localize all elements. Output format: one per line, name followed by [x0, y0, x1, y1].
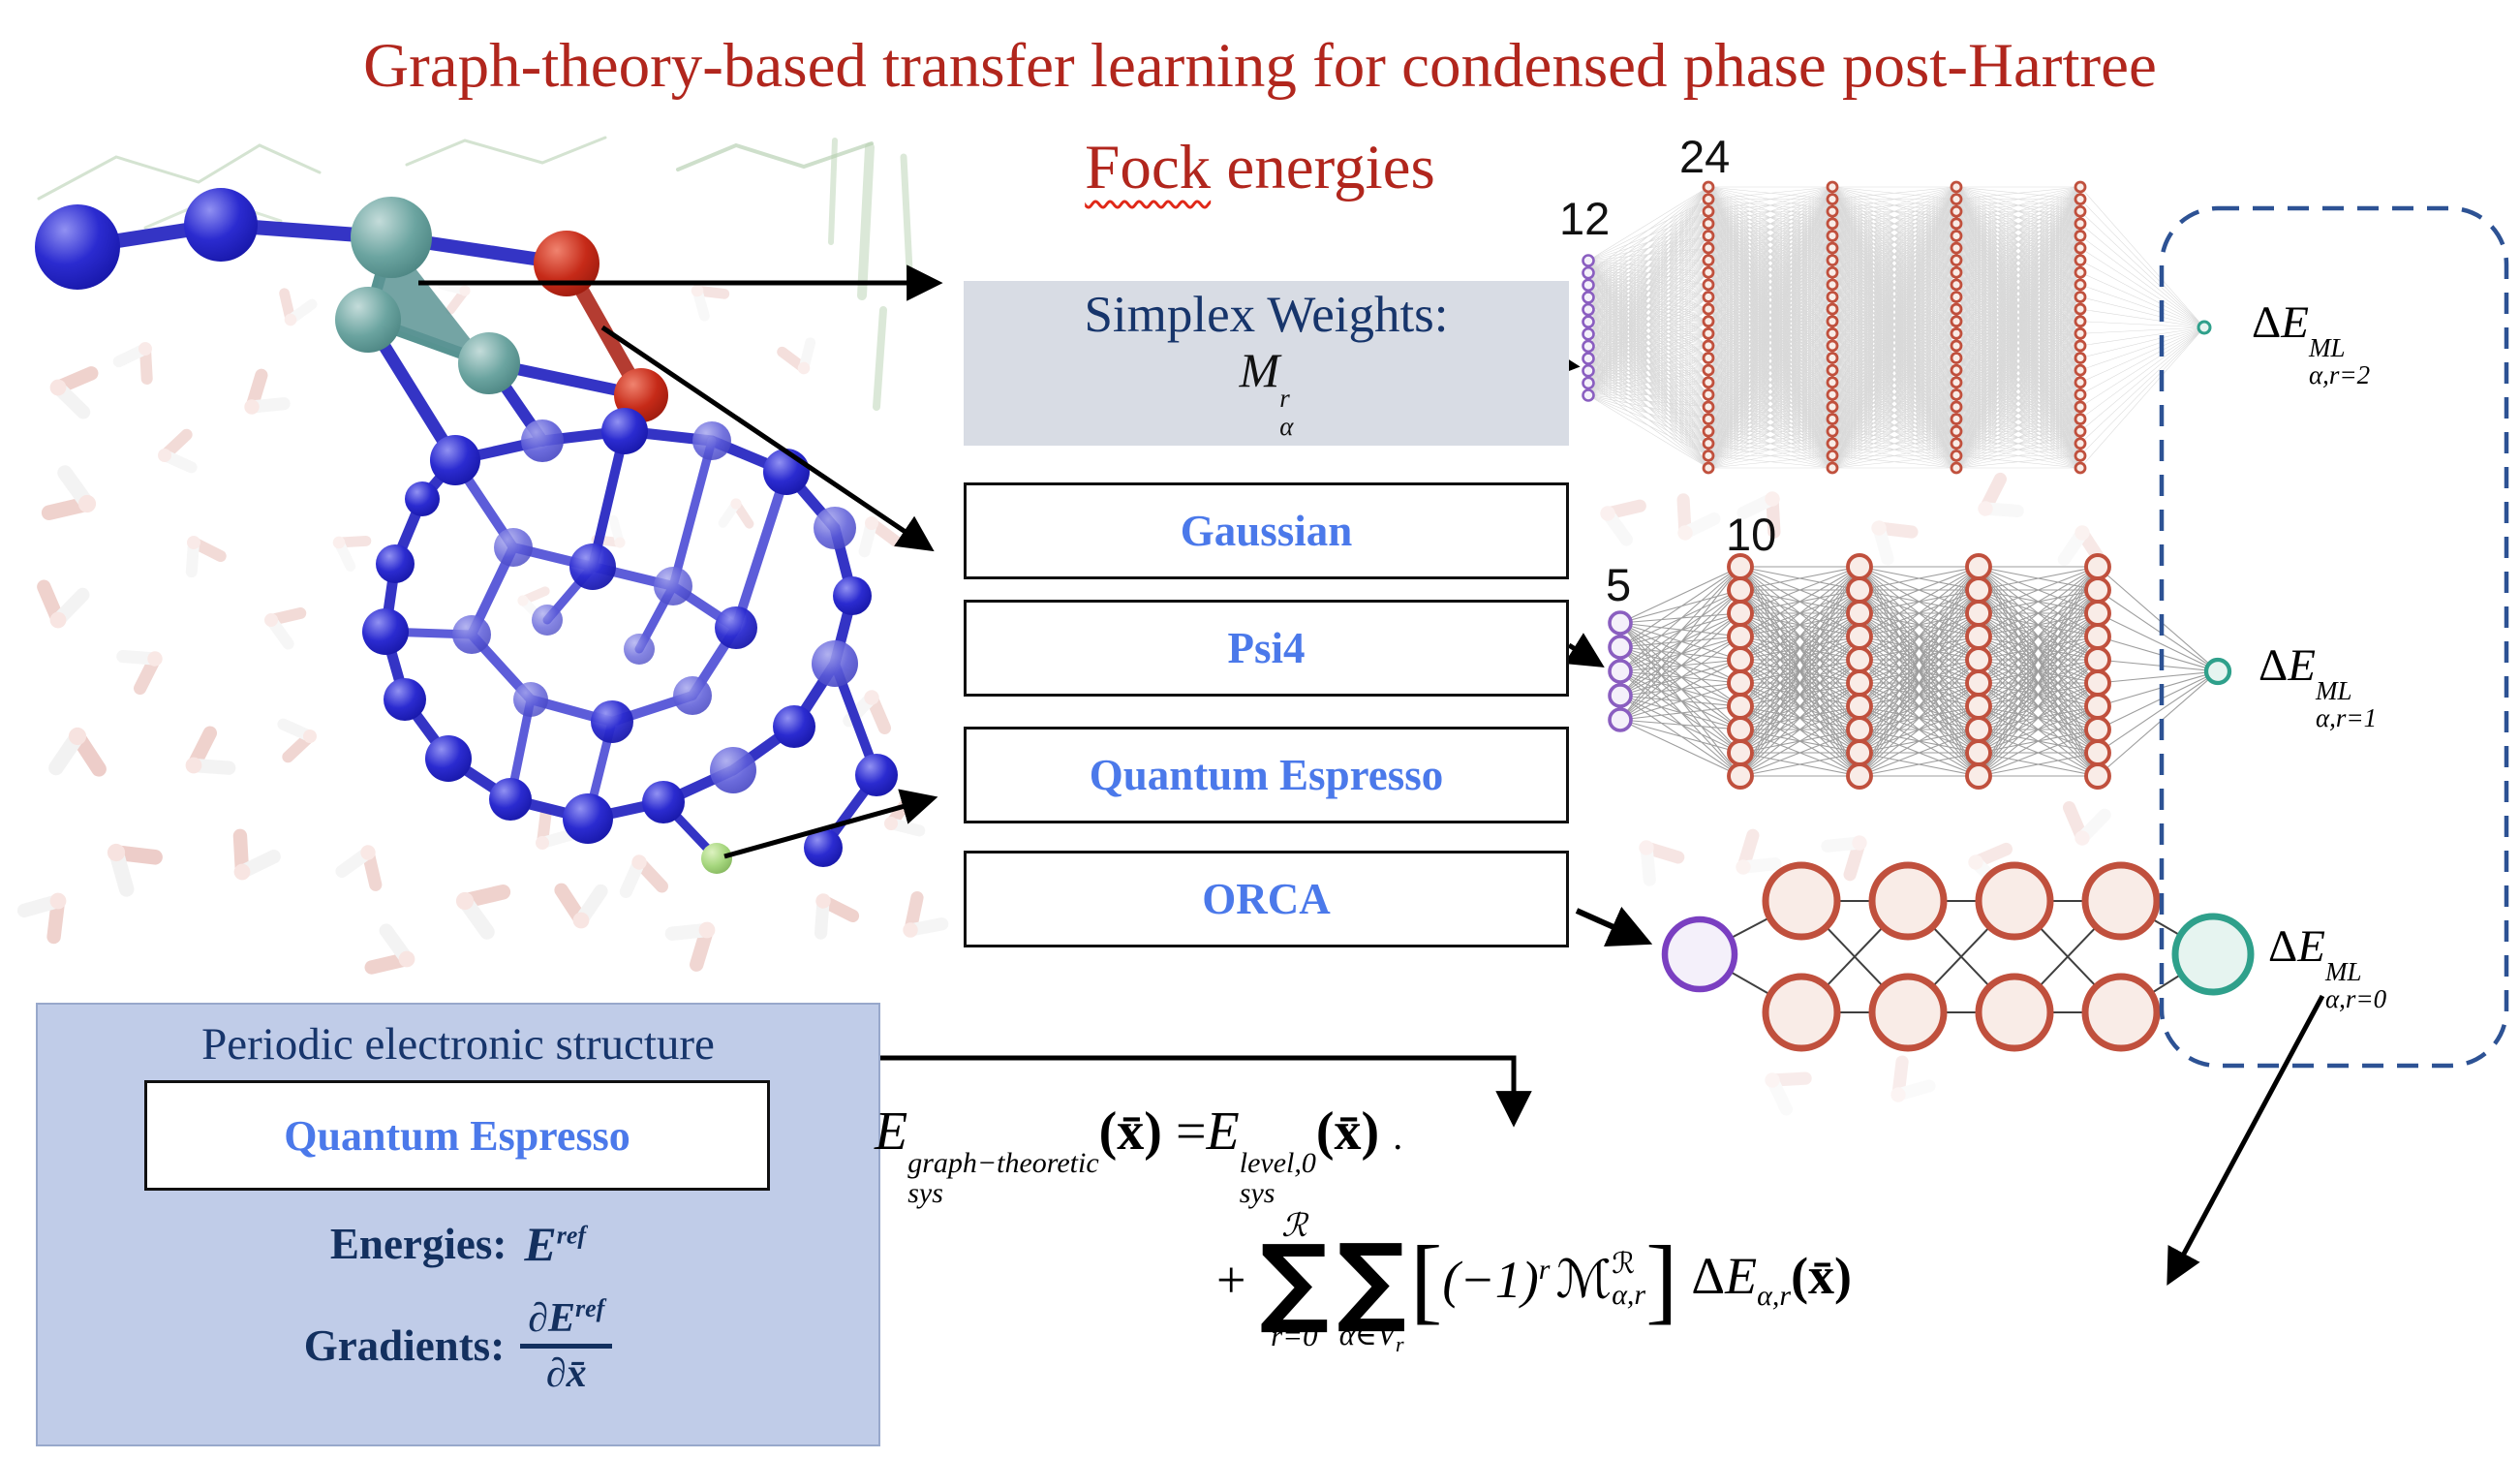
arrow-orca-to-network [1575, 906, 1653, 947]
arrow-outputs-to-equation [2167, 994, 2325, 1286]
output-label-r1: ΔE ML α,r=1 [2259, 640, 2378, 733]
nn-r2-input-size-label: 12 [1559, 193, 1611, 244]
page-title: Graph-theory-based transfer learning for… [0, 16, 2520, 220]
neural-network-r2 [1582, 180, 2212, 475]
code-box-orca: ORCA [964, 851, 1569, 947]
arrow-molecule-to-gaussian [600, 325, 935, 552]
title-fock-word: Fock [1085, 133, 1212, 203]
periodic-title: Periodic electronic structure [201, 1019, 715, 1070]
sum-over-alpha: ∑ α∈Vr [1337, 1223, 1407, 1357]
periodic-structure-box: Periodic electronic structure Quantum Es… [36, 1003, 880, 1446]
code-box-gaussian: Gaussian [964, 482, 1569, 579]
energies-row: Energies: Eref [329, 1217, 587, 1271]
gradient-fraction: ∂Eref ∂x̄ [520, 1295, 613, 1395]
output-label-r2: ΔE ML α,r=2 [2252, 297, 2371, 390]
sum-over-r: ℛ ∑ r=0 [1259, 1205, 1330, 1352]
gradients-row: Gradients: ∂Eref ∂x̄ [38, 1295, 878, 1395]
code-box-psi4: Psi4 [964, 600, 1569, 697]
neural-network-r1 [1608, 553, 2232, 790]
nn-r2-hidden-size-label: 24 [1679, 131, 1731, 182]
arrow-periodic-to-equation [878, 1055, 1532, 1128]
ml-outputs-dashed-box [2159, 205, 2509, 1069]
arrow-molecule-to-qe [723, 789, 938, 859]
flow-arrows [418, 264, 2325, 1286]
simplex-weights-label: Simplex Weights: [1084, 287, 1449, 343]
code-box-quantum-espresso: Quantum Espresso [964, 727, 1569, 823]
title-line1: Graph-theory-based transfer learning for… [363, 31, 2157, 101]
nn-r1-hidden-size-label: 10 [1726, 509, 1777, 560]
arrow-into-network-r1 [1564, 633, 1605, 667]
output-label-r0: ΔE ML α,r=0 [2268, 921, 2387, 1014]
neural-network-r0 [1661, 861, 2255, 1052]
molecule-illustration [23, 136, 942, 980]
nn-r1-input-size-label: 5 [1606, 559, 1632, 610]
title-line2: Fock energies [1085, 133, 1435, 203]
periodic-qe-box: Quantum Espresso [144, 1080, 770, 1191]
